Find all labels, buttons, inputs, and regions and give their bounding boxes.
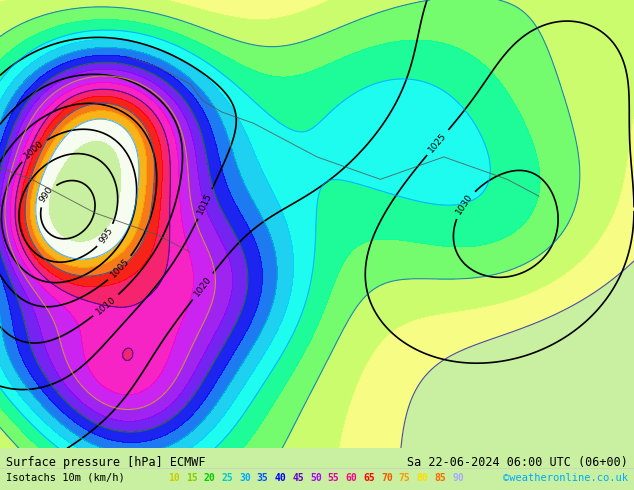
Text: 1025: 1025 bbox=[427, 131, 449, 154]
Text: 1005: 1005 bbox=[109, 257, 131, 280]
Text: Surface pressure [hPa] ECMWF: Surface pressure [hPa] ECMWF bbox=[6, 456, 206, 469]
Text: 10: 10 bbox=[168, 472, 180, 483]
Text: 90: 90 bbox=[452, 472, 464, 483]
Text: Isotachs 10m (km/h): Isotachs 10m (km/h) bbox=[6, 472, 131, 483]
Text: 65: 65 bbox=[363, 472, 375, 483]
Text: 35: 35 bbox=[257, 472, 269, 483]
Text: 80: 80 bbox=[417, 472, 429, 483]
Text: 55: 55 bbox=[328, 472, 340, 483]
Text: 40: 40 bbox=[275, 472, 287, 483]
Text: Sa 22-06-2024 06:00 UTC (06+00): Sa 22-06-2024 06:00 UTC (06+00) bbox=[407, 456, 628, 469]
Text: 45: 45 bbox=[292, 472, 304, 483]
Text: 1000: 1000 bbox=[22, 139, 45, 161]
Text: 60: 60 bbox=[346, 472, 358, 483]
Text: 25: 25 bbox=[221, 472, 233, 483]
Text: 20: 20 bbox=[204, 472, 216, 483]
Text: 70: 70 bbox=[381, 472, 393, 483]
Text: 995: 995 bbox=[98, 226, 115, 245]
Text: 1015: 1015 bbox=[196, 192, 214, 216]
Text: 30: 30 bbox=[239, 472, 251, 483]
Text: 1030: 1030 bbox=[454, 192, 474, 217]
Text: 75: 75 bbox=[399, 472, 411, 483]
Text: 1020: 1020 bbox=[192, 274, 213, 298]
Text: 990: 990 bbox=[38, 185, 55, 205]
Text: 85: 85 bbox=[434, 472, 446, 483]
Text: 1010: 1010 bbox=[94, 294, 118, 317]
Text: 50: 50 bbox=[310, 472, 322, 483]
Text: 15: 15 bbox=[186, 472, 198, 483]
Text: ©weatheronline.co.uk: ©weatheronline.co.uk bbox=[503, 472, 628, 483]
